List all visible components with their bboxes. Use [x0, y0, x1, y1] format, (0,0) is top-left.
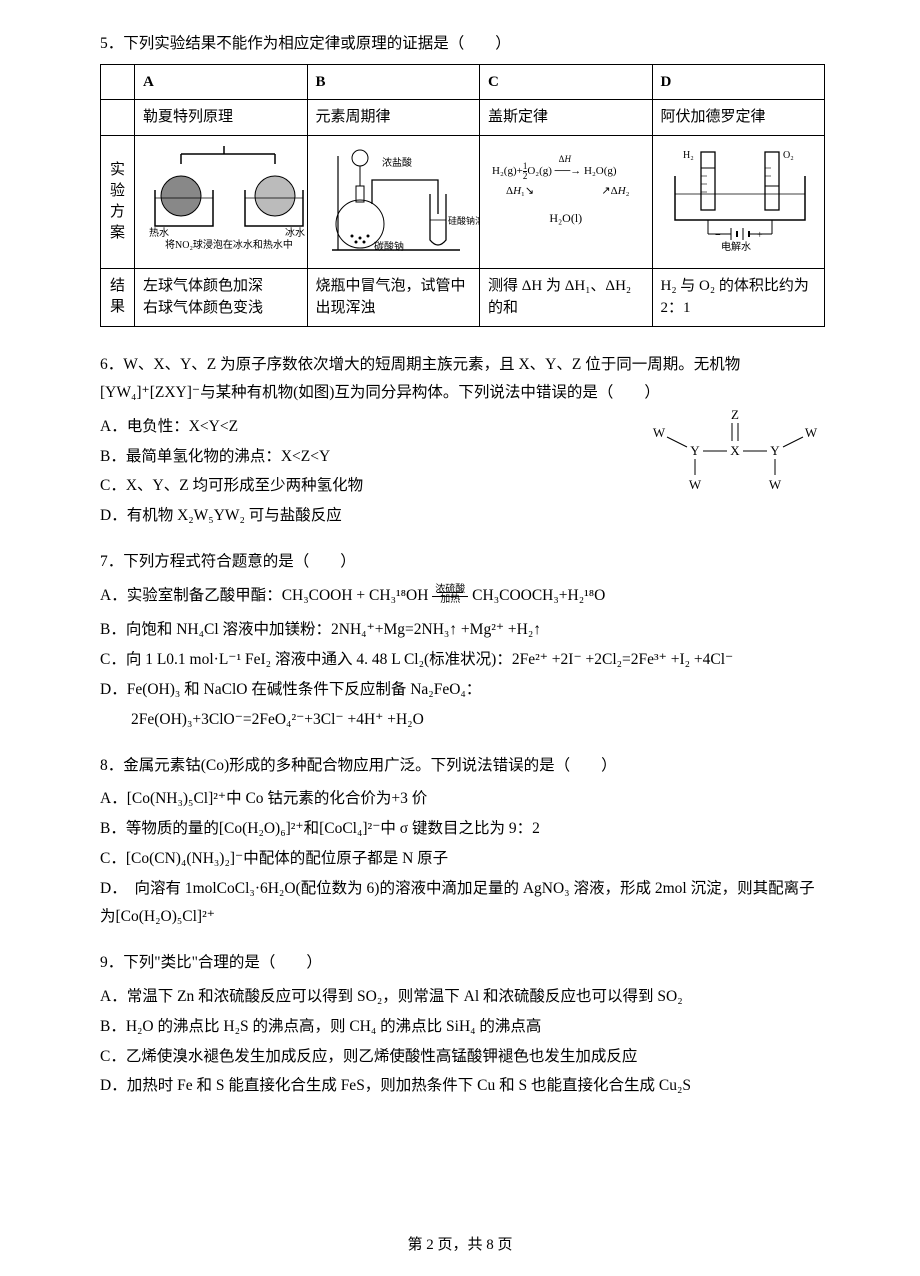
q6-stem: 6．W、X、Y、Z 为原子序数依次增大的短周期主族元素，且 X、Y、Z 位于同一… — [100, 351, 825, 407]
cell: 实验方案 — [101, 135, 135, 268]
q9-opt-b: B．H₂O 的沸点比 H₂S 的沸点高，则 CH₄ 的沸点比 SiH₄ 的沸点高 — [100, 1013, 825, 1041]
q6-opt-a: A．电负性：X<Y<Z — [100, 413, 635, 441]
cell: 烧瓶中冒气泡，试管中出现浑浊 — [307, 268, 480, 326]
cell: C — [480, 64, 653, 100]
question-8: 8．金属元素钴(Co)形成的多种配合物应用广泛。下列说法错误的是（ ） A．[C… — [100, 752, 825, 931]
svg-text:W: W — [769, 477, 782, 492]
cell: 阿伏加德罗定律 — [652, 100, 825, 136]
q7a-pre: A．实验室制备乙酸甲酯：CH₃COOH + CH₃¹⁸OH — [100, 587, 432, 604]
cell: 测得 ΔH 为 ΔH₁、ΔH₂ 的和 — [480, 268, 653, 326]
svg-text:浓盐酸: 浓盐酸 — [382, 156, 412, 169]
q8-opt-b: B．等物质的量的[Co(H₂O)₆]²⁺和[CoCl₄]²⁻中 σ 键数目之比为… — [100, 815, 825, 843]
svg-text:−: − — [715, 230, 721, 241]
q5-stem: 5．下列实验结果不能作为相应定律或原理的证据是（ ） — [100, 30, 825, 58]
cell: 元素周期律 — [307, 100, 480, 136]
q8-stem: 8．金属元素钴(Co)形成的多种配合物应用广泛。下列说法错误的是（ ） — [100, 752, 825, 780]
page-number: 第 2 页，共 8 页 — [0, 1233, 920, 1254]
q6-opt-d: D．有机物 X₂W₅YW₂ 可与盐酸反应 — [100, 502, 635, 530]
cell-diagram-b: 浓盐酸 碳酸钠 硅酸钠溶液 — [307, 135, 480, 268]
question-9: 9．下列"类比"合理的是（ ） A．常温下 Zn 和浓硫酸反应可以得到 SO₂，… — [100, 949, 825, 1100]
q8-opt-c: C．[Co(CN)₄(NH₃)₂]⁻中配体的配位原子都是 N 原子 — [100, 845, 825, 873]
cell: 结果 — [101, 268, 135, 326]
exam-page: 5．下列实验结果不能作为相应定律或原理的证据是（ ） A B C D 勒夏特列原… — [0, 0, 920, 1276]
cell: B — [307, 64, 480, 100]
q7-opt-b: B．向饱和 NH₄Cl 溶液中加镁粉：2NH₄⁺+Mg=2NH₃↑ +Mg²⁺ … — [100, 616, 825, 644]
q9-opt-a: A．常温下 Zn 和浓硫酸反应可以得到 SO₂，则常温下 Al 和浓硫酸反应也可… — [100, 983, 825, 1011]
q8-options: A．[Co(NH₃)₅Cl]²⁺中 Co 钴元素的化合价为+3 价 B．等物质的… — [100, 785, 825, 930]
cell: 盖斯定律 — [480, 100, 653, 136]
svg-text:W: W — [805, 425, 818, 440]
q6-opt-b: B．最简单氢化物的沸点：X<Z<Y — [100, 443, 635, 471]
cell — [101, 100, 135, 136]
svg-text:将NO₂球浸泡在冰水和热水中: 将NO₂球浸泡在冰水和热水中 — [165, 238, 293, 251]
cell: D — [652, 64, 825, 100]
cell: A — [135, 64, 308, 100]
svg-text:+: + — [757, 230, 763, 241]
svg-text:热水: 热水 — [149, 226, 169, 239]
cell-diagram-c: H₂(g)+12O₂(g) ΔH──→ H₂O(g) ΔH₁↘ ↗ΔH₂ H₂O… — [480, 135, 653, 268]
q8-opt-d: D． 向溶有 1molCoCl₃·6H₂O(配位数为 6)的溶液中滴加足量的 A… — [100, 875, 825, 931]
cell: 勒夏特列原理 — [135, 100, 308, 136]
q9-options: A．常温下 Zn 和浓硫酸反应可以得到 SO₂，则常温下 Al 和浓硫酸反应也可… — [100, 983, 825, 1101]
svg-text:Z: Z — [731, 407, 739, 422]
svg-text:Y: Y — [770, 443, 780, 458]
question-5: 5．下列实验结果不能作为相应定律或原理的证据是（ ） A B C D 勒夏特列原… — [100, 30, 825, 327]
svg-text:碳酸钠: 碳酸钠 — [374, 240, 404, 253]
q9-opt-c: C．乙烯使溴水褪色发生加成反应，则乙烯使酸性高锰酸钾褪色也发生加成反应 — [100, 1043, 825, 1071]
hess-top: H₂(g)+12O₂(g) ΔH──→ H₂O(g) — [492, 162, 640, 181]
q9-opt-d: D．加热时 Fe 和 S 能直接化合生成 FeS，则加热条件下 Cu 和 S 也… — [100, 1072, 825, 1100]
table-row: 实验方案 — [101, 135, 825, 268]
q7-opt-d2: 2Fe(OH)₃+3ClO⁻=2FeO₄²⁻+3Cl⁻ +4H⁺ +H₂O — [100, 706, 825, 734]
cell — [101, 64, 135, 100]
no2-balls-icon: 热水 冰水 将NO₂球浸泡在冰水和热水中 — [147, 146, 317, 251]
question-7: 7．下列方程式符合题意的是（ ） A．实验室制备乙酸甲酯：CH₃COOH + C… — [100, 548, 825, 733]
cell-diagram-a: 热水 冰水 将NO₂球浸泡在冰水和热水中 — [135, 135, 308, 268]
svg-text:O₂: O₂ — [783, 150, 794, 161]
q7-opt-c: C．向 1 L0.1 mol·L⁻¹ FeI₂ 溶液中通入 4. 48 L Cl… — [100, 646, 825, 674]
table-row: A B C D — [101, 64, 825, 100]
q8-opt-a: A．[Co(NH₃)₅Cl]²⁺中 Co 钴元素的化合价为+3 价 — [100, 785, 825, 813]
q7-opt-d1: D．Fe(OH)₃ 和 NaClO 在碱性条件下反应制备 Na₂FeO₄： — [100, 676, 825, 704]
svg-text:H₂: H₂ — [683, 150, 694, 161]
molecule-icon: Z X Y W W Y W W — [645, 407, 825, 497]
cell: H₂ 与 O₂ 的体积比约为 2：1 — [652, 268, 825, 326]
acid-flask-icon: 浓盐酸 碳酸钠 硅酸钠溶液 — [320, 146, 480, 256]
table-row: 结果 左球气体颜色加深 右球气体颜色变浅 烧瓶中冒气泡，试管中出现浑浊 测得 Δ… — [101, 268, 825, 326]
q6-opt-c: C．X、Y、Z 均可形成至少两种氢化物 — [100, 472, 635, 500]
molecule-diagram: Z X Y W W Y W W — [645, 407, 825, 507]
svg-text:冰水: 冰水 — [285, 226, 305, 239]
svg-text:X: X — [730, 443, 740, 458]
reaction-arrow-icon: 浓硫酸 加热 — [432, 585, 468, 605]
q5-table: A B C D 勒夏特列原理 元素周期律 盖斯定律 阿伏加德罗定律 实验方案 — [100, 64, 825, 327]
q7-opt-a: A．实验室制备乙酸甲酯：CH₃COOH + CH₃¹⁸OH 浓硫酸 加热 CH₃… — [100, 582, 825, 610]
q9-stem: 9．下列"类比"合理的是（ ） — [100, 949, 825, 977]
cell-diagram-d: − + H₂ O₂ 电解水 — [652, 135, 825, 268]
electrolysis-icon: − + H₂ O₂ 电解水 — [665, 146, 815, 251]
svg-text:Y: Y — [690, 443, 700, 458]
q7a-post: CH₃COOCH₃+H₂¹⁸O — [472, 587, 605, 604]
svg-text:硅酸钠溶液: 硅酸钠溶液 — [448, 215, 480, 226]
svg-text:电解水: 电解水 — [721, 240, 751, 251]
q7-stem: 7．下列方程式符合题意的是（ ） — [100, 548, 825, 576]
question-6: 6．W、X、Y、Z 为原子序数依次增大的短周期主族元素，且 X、Y、Z 位于同一… — [100, 351, 825, 530]
q7-options: A．实验室制备乙酸甲酯：CH₃COOH + CH₃¹⁸OH 浓硫酸 加热 CH₃… — [100, 582, 825, 733]
cell: 左球气体颜色加深 右球气体颜色变浅 — [135, 268, 308, 326]
table-row: 勒夏特列原理 元素周期律 盖斯定律 阿伏加德罗定律 — [101, 100, 825, 136]
svg-text:W: W — [653, 425, 666, 440]
svg-text:W: W — [689, 477, 702, 492]
